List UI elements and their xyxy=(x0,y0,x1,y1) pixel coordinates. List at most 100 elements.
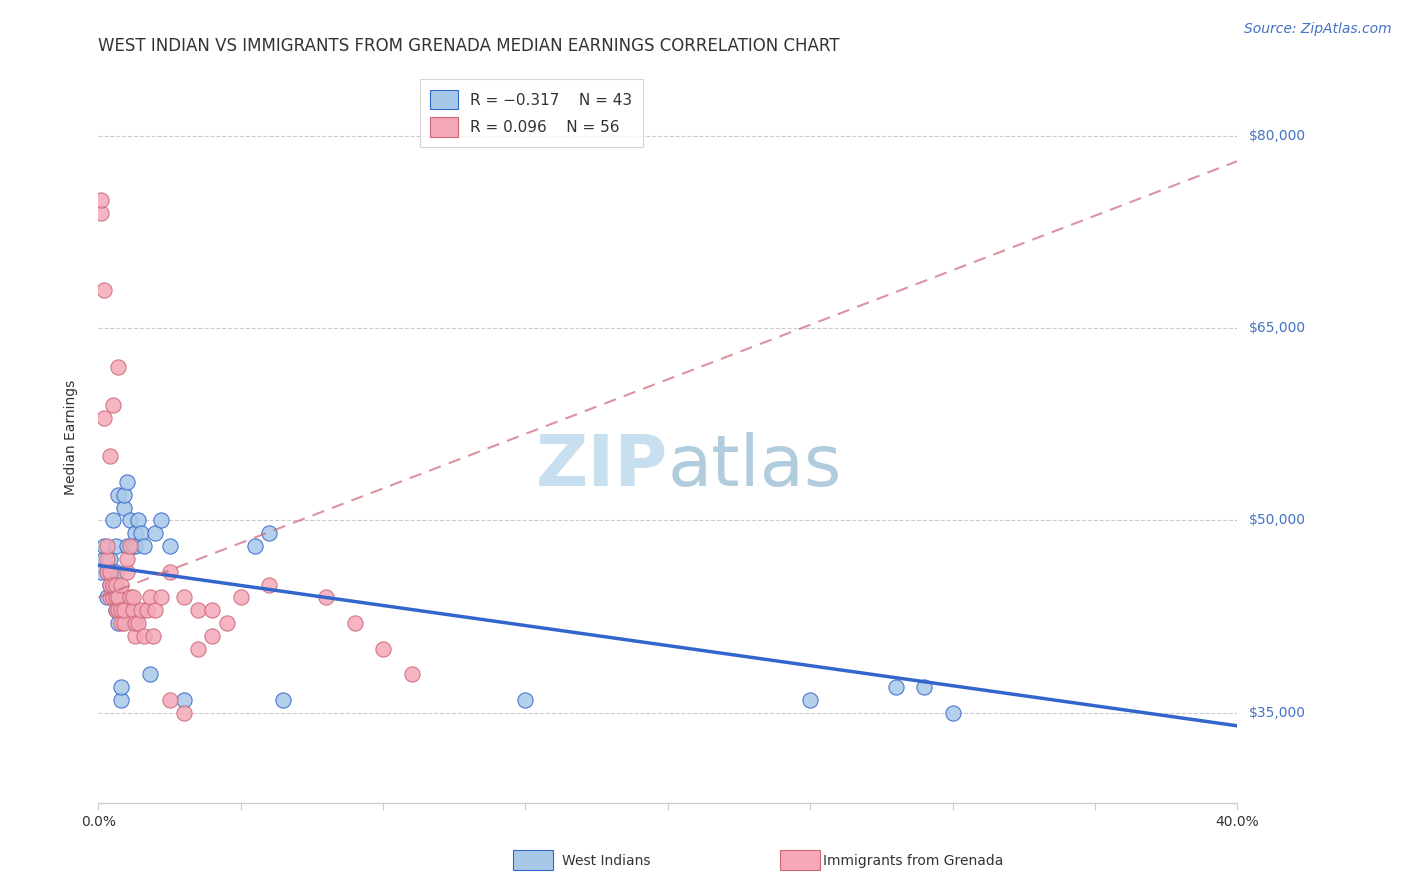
Point xyxy=(942,706,965,720)
Point xyxy=(135,603,157,617)
Point xyxy=(129,603,152,617)
Point xyxy=(118,591,141,605)
Point xyxy=(229,591,252,605)
Point xyxy=(912,681,935,695)
Point xyxy=(96,591,118,605)
Point xyxy=(515,693,537,707)
Point xyxy=(132,539,155,553)
Point xyxy=(101,577,124,591)
Point xyxy=(101,591,124,605)
Point xyxy=(115,565,138,579)
Point xyxy=(96,539,118,553)
Point xyxy=(96,552,118,566)
Point xyxy=(96,565,118,579)
Point xyxy=(93,410,115,425)
Point xyxy=(104,603,127,617)
Point xyxy=(90,565,112,579)
Text: $80,000: $80,000 xyxy=(1249,128,1306,143)
Text: $65,000: $65,000 xyxy=(1249,321,1306,335)
Point xyxy=(145,603,167,617)
Text: $50,000: $50,000 xyxy=(1249,514,1305,527)
Point xyxy=(138,591,160,605)
Point xyxy=(118,539,141,553)
Point xyxy=(110,603,132,617)
Text: $35,000: $35,000 xyxy=(1249,706,1305,720)
Point xyxy=(107,591,129,605)
Point xyxy=(101,398,124,412)
Text: atlas: atlas xyxy=(668,432,842,500)
Point xyxy=(141,629,163,643)
Point xyxy=(121,591,143,605)
Point xyxy=(112,603,135,617)
Point xyxy=(110,616,132,631)
Point xyxy=(101,565,124,579)
Y-axis label: Median Earnings: Median Earnings xyxy=(63,379,77,495)
Point xyxy=(98,591,121,605)
Point xyxy=(98,565,121,579)
Point xyxy=(138,667,160,681)
Point xyxy=(112,488,135,502)
Point xyxy=(110,693,132,707)
Point xyxy=(159,565,181,579)
Point xyxy=(243,539,266,553)
Point xyxy=(104,577,127,591)
Point xyxy=(107,616,129,631)
Point xyxy=(90,205,112,219)
Point xyxy=(115,552,138,566)
Point xyxy=(118,514,141,528)
Point xyxy=(124,629,146,643)
Point xyxy=(98,577,121,591)
Point xyxy=(187,641,209,656)
Point xyxy=(401,667,423,681)
Point xyxy=(104,577,127,591)
Point xyxy=(273,693,295,707)
Text: Source: ZipAtlas.com: Source: ZipAtlas.com xyxy=(1244,22,1392,37)
Point xyxy=(215,616,238,631)
Point xyxy=(93,552,115,566)
Point xyxy=(173,693,195,707)
Point xyxy=(124,526,146,541)
Point xyxy=(173,706,195,720)
Point xyxy=(127,514,149,528)
Point xyxy=(127,616,149,631)
Point xyxy=(110,577,132,591)
Point xyxy=(373,641,395,656)
Point xyxy=(112,616,135,631)
Text: West Indians: West Indians xyxy=(562,854,651,868)
Point xyxy=(150,514,173,528)
Point xyxy=(799,693,821,707)
Point xyxy=(884,681,907,695)
Point xyxy=(98,552,121,566)
Point xyxy=(104,591,127,605)
Point xyxy=(107,591,129,605)
Point xyxy=(201,629,224,643)
Point xyxy=(343,616,366,631)
Point xyxy=(145,526,167,541)
Point xyxy=(201,603,224,617)
Point xyxy=(107,359,129,374)
Point xyxy=(187,603,209,617)
Point xyxy=(121,539,143,553)
Point xyxy=(121,603,143,617)
Text: Immigrants from Grenada: Immigrants from Grenada xyxy=(823,854,1002,868)
Point xyxy=(315,591,337,605)
Point xyxy=(101,577,124,591)
Point xyxy=(107,488,129,502)
Point xyxy=(112,500,135,515)
Point xyxy=(259,577,281,591)
Point xyxy=(115,475,138,489)
Point xyxy=(132,629,155,643)
Point xyxy=(259,526,281,541)
Point xyxy=(104,603,127,617)
Legend: R = −0.317    N = 43, R = 0.096    N = 56: R = −0.317 N = 43, R = 0.096 N = 56 xyxy=(419,79,643,147)
Point xyxy=(159,539,181,553)
Point xyxy=(104,539,127,553)
Point xyxy=(150,591,173,605)
Text: ZIP: ZIP xyxy=(536,432,668,500)
Point xyxy=(115,539,138,553)
Point xyxy=(124,539,146,553)
Point xyxy=(110,681,132,695)
Point xyxy=(129,526,152,541)
Point xyxy=(96,565,118,579)
Point xyxy=(90,193,112,207)
